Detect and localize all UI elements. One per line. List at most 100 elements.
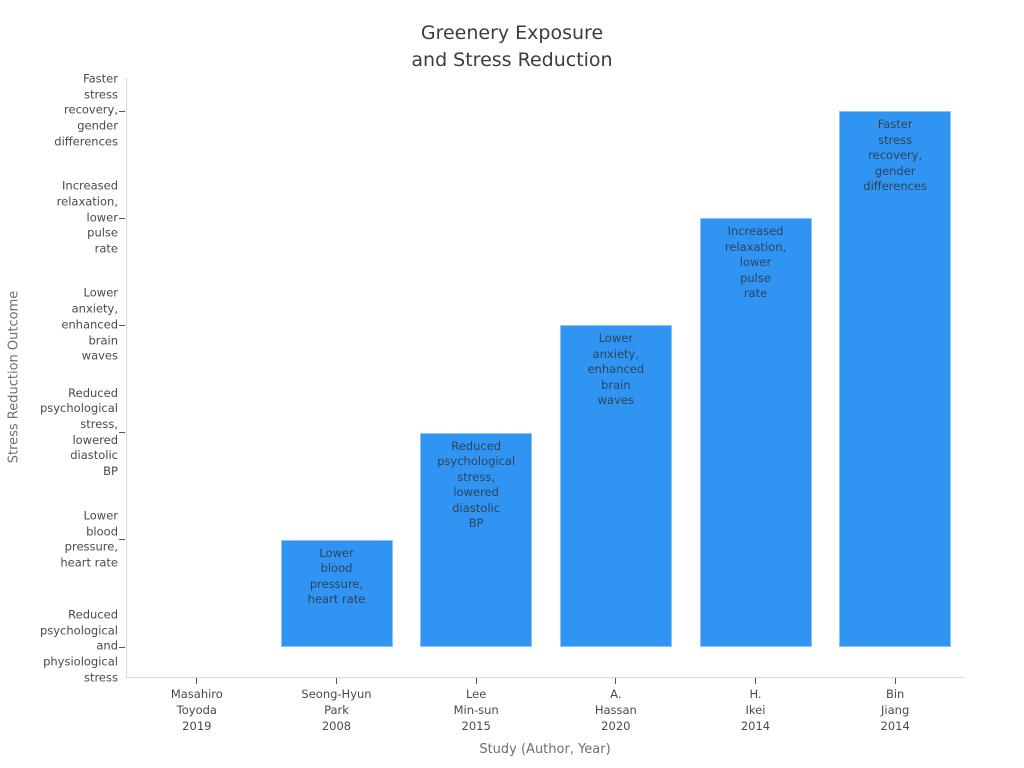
label-line: pulse (740, 270, 771, 285)
x-tick-label: Lee Min-sun 2015 (454, 686, 499, 734)
label-line: rate (94, 241, 118, 256)
label-line: psychological (39, 401, 118, 416)
label-line: Lower (83, 286, 118, 301)
label-line: Reduced (68, 607, 118, 622)
x-tick (475, 678, 477, 684)
label-line: Reduced (451, 438, 502, 453)
label-line: psychological (437, 454, 516, 469)
label-line: heart rate (60, 555, 118, 570)
label-line: diastolic (70, 448, 118, 463)
bar-label: Reduced psychological stress, lowered diasto… (421, 439, 531, 532)
label-line: recovery, (64, 103, 118, 118)
y-tick-label: Reduced psychological stress, lowered diasto… (0, 385, 118, 479)
y-tick-label: Lower anxiety, enhanced brain waves (0, 286, 118, 365)
label-line: A. (610, 687, 622, 701)
label-line: BP (103, 464, 118, 478)
label-line: stress (83, 87, 118, 102)
x-tick-label: Masahiro Toyoda 2019 (171, 686, 223, 734)
label-line: waves (597, 393, 634, 408)
label-line: enhanced (587, 362, 645, 377)
label-line: 2019 (182, 719, 212, 733)
label-line: Masahiro (170, 687, 223, 701)
label-line: brain (88, 333, 118, 348)
label-line: pressure, (309, 576, 364, 591)
y-tick-label: Lower blood pressure, heart rate (0, 508, 118, 571)
x-tick (196, 678, 198, 684)
label-line: gender (874, 163, 916, 178)
label-line: lower (739, 255, 772, 270)
bar: Increased relaxation, lower pulse rate (699, 218, 812, 647)
label-line: Hassan (594, 703, 637, 717)
label-line: gender (77, 118, 118, 133)
label-line: pressure, (64, 539, 118, 554)
y-tick (119, 324, 125, 326)
y-tick-label: Reduced psychological and physiological stre… (0, 608, 118, 687)
label-line: differences (54, 134, 118, 149)
x-tick (336, 678, 337, 684)
x-tick-label: H. Ikei 2014 (741, 686, 770, 734)
label-line: relaxation, (56, 194, 118, 209)
label-line: blood (320, 561, 353, 576)
label-line: physiological (43, 654, 118, 669)
x-tick (894, 678, 896, 684)
label-line: Park (324, 703, 349, 717)
x-tick-label: Seong-Hyun Park 2008 (301, 686, 371, 734)
label-line: Bin (885, 687, 905, 701)
label-line: relaxation, (724, 239, 787, 254)
label-line: Faster (83, 71, 118, 86)
label-line: lower (86, 210, 118, 225)
x-tick-label: A. Hassan 2020 (595, 686, 637, 734)
label-line: Reduced (68, 385, 118, 400)
bar: Reduced psychological stress, lowered diasto… (420, 432, 533, 647)
y-tick (119, 646, 125, 648)
label-line: stress (83, 670, 118, 685)
label-line: Min-sun (453, 703, 499, 717)
label-line: pulse (87, 226, 118, 241)
label-line: 2014 (740, 719, 771, 733)
label-line: lowered (453, 485, 499, 500)
label-line: heart rate (307, 592, 366, 607)
bar: Lower anxiety, enhanced brain waves (559, 325, 672, 647)
bar-label: Increased relaxation, lower pulse rate (701, 224, 811, 302)
label-line: 2015 (461, 719, 491, 733)
y-tick-label: Faster stress recovery, gender differences (0, 72, 118, 151)
chart-title: Greenery Exposure and Stress Reduction (0, 20, 1024, 74)
label-line: H. (749, 687, 762, 701)
bar: Lower blood pressure, heart rate (280, 539, 393, 647)
label-line: 2020 (601, 719, 631, 733)
chart-title-line-2: and Stress Reduction (411, 49, 613, 71)
label-line: rate (743, 286, 768, 301)
label-line: anxiety, (71, 301, 118, 316)
y-tick (119, 539, 125, 541)
x-tick (755, 678, 756, 684)
label-line: stress (878, 132, 913, 147)
chart-title-line-1: Greenery Exposure (420, 22, 604, 44)
label-line: Ikei (745, 703, 766, 717)
bar: Faster stress recovery, gender differences (839, 111, 952, 647)
label-line: stress, (457, 469, 495, 484)
label-line: lowered (72, 432, 118, 447)
label-line: recovery, (868, 148, 923, 162)
label-line: stress, (80, 416, 118, 431)
label-line: Increased (727, 224, 784, 239)
label-line: psychological (39, 623, 118, 638)
label-line: BP (468, 516, 484, 531)
label-line: 2008 (321, 719, 352, 733)
y-tick (119, 110, 125, 112)
label-line: anxiety, (592, 346, 640, 361)
x-tick-label: Bin Jiang 2014 (881, 686, 910, 734)
y-tick (119, 217, 125, 219)
label-line: Toyoda (176, 703, 217, 717)
bar-label: Lower anxiety, enhanced brain waves (561, 331, 671, 409)
label-line: waves (81, 348, 118, 363)
label-line: Jiang (881, 703, 910, 717)
label-line: blood (86, 524, 118, 539)
bar-label: Faster stress recovery, gender differences (840, 117, 950, 195)
label-line: diastolic (452, 500, 501, 515)
label-line: Lower (83, 508, 118, 523)
label-line: Lower (319, 545, 354, 560)
x-axis-title: Study (Author, Year) (479, 742, 611, 757)
label-line: Lee (465, 687, 487, 701)
y-tick-label: Increased relaxation, lower pulse rate (0, 179, 118, 258)
